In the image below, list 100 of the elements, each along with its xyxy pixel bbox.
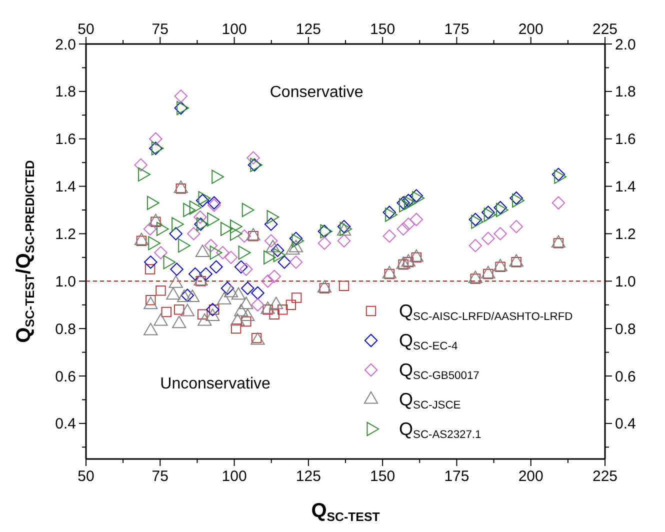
annotation: Conservative bbox=[270, 84, 364, 102]
point bbox=[337, 234, 351, 248]
legend-label: Q$_{SC-GB50017}$ bbox=[399, 360, 480, 382]
x2-tick-label: 125 bbox=[296, 468, 321, 485]
point bbox=[238, 229, 251, 243]
point bbox=[494, 227, 507, 240]
x-tick-label: 200 bbox=[518, 21, 544, 38]
y2-tick-label: 0.4 bbox=[615, 416, 636, 433]
point bbox=[468, 212, 482, 226]
y2-tick-label: 1.4 bbox=[615, 178, 636, 196]
y2-tick-label: 1.2 bbox=[615, 226, 636, 243]
x-tick-label: 225 bbox=[592, 21, 618, 38]
legend-label: Q$_{SC-JSCE}$ bbox=[399, 390, 461, 412]
point bbox=[206, 302, 220, 316]
point bbox=[278, 304, 288, 315]
point bbox=[291, 292, 302, 303]
y-tick-label: 1.2 bbox=[55, 226, 76, 243]
point bbox=[144, 264, 156, 274]
point bbox=[410, 189, 424, 202]
x2-tick-label: 225 bbox=[592, 468, 618, 485]
point bbox=[207, 196, 221, 210]
point bbox=[552, 196, 566, 210]
y-tick-label: 1.8 bbox=[55, 84, 76, 101]
legend-label: Q$_{SC-AISC-LRFD/AASHTO-LRFD}$ bbox=[399, 301, 573, 324]
point bbox=[251, 298, 264, 312]
point bbox=[510, 192, 523, 205]
point bbox=[382, 229, 396, 243]
y-tick-label: 2.0 bbox=[55, 36, 76, 54]
x2-tick-label: 175 bbox=[444, 468, 470, 485]
point bbox=[187, 227, 200, 240]
point bbox=[216, 246, 230, 260]
x-tick-label: 175 bbox=[444, 21, 470, 38]
point bbox=[169, 227, 182, 240]
point bbox=[248, 158, 262, 172]
point bbox=[286, 300, 296, 310]
point bbox=[396, 222, 410, 236]
point bbox=[230, 323, 242, 334]
point bbox=[204, 238, 218, 252]
point bbox=[207, 198, 221, 212]
x-tick-label: 50 bbox=[78, 21, 94, 38]
point bbox=[194, 210, 207, 224]
point bbox=[174, 90, 188, 103]
point bbox=[510, 220, 523, 234]
y-tick-label: 1.0 bbox=[55, 273, 76, 290]
point bbox=[156, 286, 166, 296]
point bbox=[154, 246, 168, 260]
x2-tick-label: 50 bbox=[78, 468, 94, 485]
point bbox=[269, 309, 280, 320]
x-tick-label: 150 bbox=[370, 21, 396, 38]
point bbox=[188, 267, 202, 281]
point bbox=[210, 260, 223, 274]
point bbox=[144, 256, 158, 269]
point bbox=[482, 232, 495, 246]
point bbox=[161, 306, 172, 318]
annotation: Unconservative bbox=[160, 376, 271, 393]
y-tick-label: 1.4 bbox=[55, 178, 76, 196]
x-axis-title: Q$_{SC-TEST}$ bbox=[311, 500, 380, 524]
point bbox=[278, 256, 292, 269]
x-tick-label: 125 bbox=[296, 21, 321, 38]
x2-tick-label: 75 bbox=[152, 468, 168, 485]
point bbox=[240, 262, 253, 276]
point bbox=[134, 158, 148, 172]
x-tick-label: 100 bbox=[222, 21, 247, 38]
point bbox=[170, 262, 184, 276]
legend-label: Q$_{SC-EC-4}$ bbox=[399, 330, 458, 353]
point bbox=[402, 218, 415, 231]
point bbox=[289, 256, 303, 269]
point bbox=[338, 280, 350, 291]
y2-tick-label: 1.6 bbox=[615, 131, 636, 148]
point bbox=[196, 194, 210, 208]
point bbox=[318, 236, 332, 250]
y2-tick-label: 0.6 bbox=[615, 368, 636, 386]
y-tick-label: 0.8 bbox=[55, 320, 76, 338]
point bbox=[468, 238, 482, 252]
point bbox=[220, 282, 234, 295]
point bbox=[174, 101, 188, 115]
y-tick-label: 0.4 bbox=[55, 416, 76, 433]
point bbox=[264, 234, 278, 248]
y-tick-label: 0.6 bbox=[55, 368, 76, 386]
point bbox=[410, 212, 424, 226]
y2-tick-label: 1.0 bbox=[615, 273, 636, 290]
point bbox=[552, 168, 566, 182]
y2-tick-label: 2.0 bbox=[615, 36, 636, 54]
point bbox=[382, 206, 396, 219]
x2-tick-label: 200 bbox=[518, 468, 544, 485]
y2-tick-label: 0.8 bbox=[615, 320, 636, 338]
point bbox=[402, 194, 415, 208]
x2-tick-label: 100 bbox=[222, 468, 247, 485]
point bbox=[251, 286, 264, 300]
point bbox=[270, 244, 284, 257]
point bbox=[246, 151, 260, 164]
point bbox=[337, 220, 351, 234]
point bbox=[241, 282, 254, 295]
point bbox=[199, 267, 212, 281]
point bbox=[241, 316, 252, 327]
point bbox=[396, 196, 410, 210]
point bbox=[149, 132, 162, 146]
point bbox=[268, 270, 281, 284]
point bbox=[143, 222, 157, 236]
legend-label: Q$_{SC-AS2327.1}$ bbox=[399, 419, 482, 442]
